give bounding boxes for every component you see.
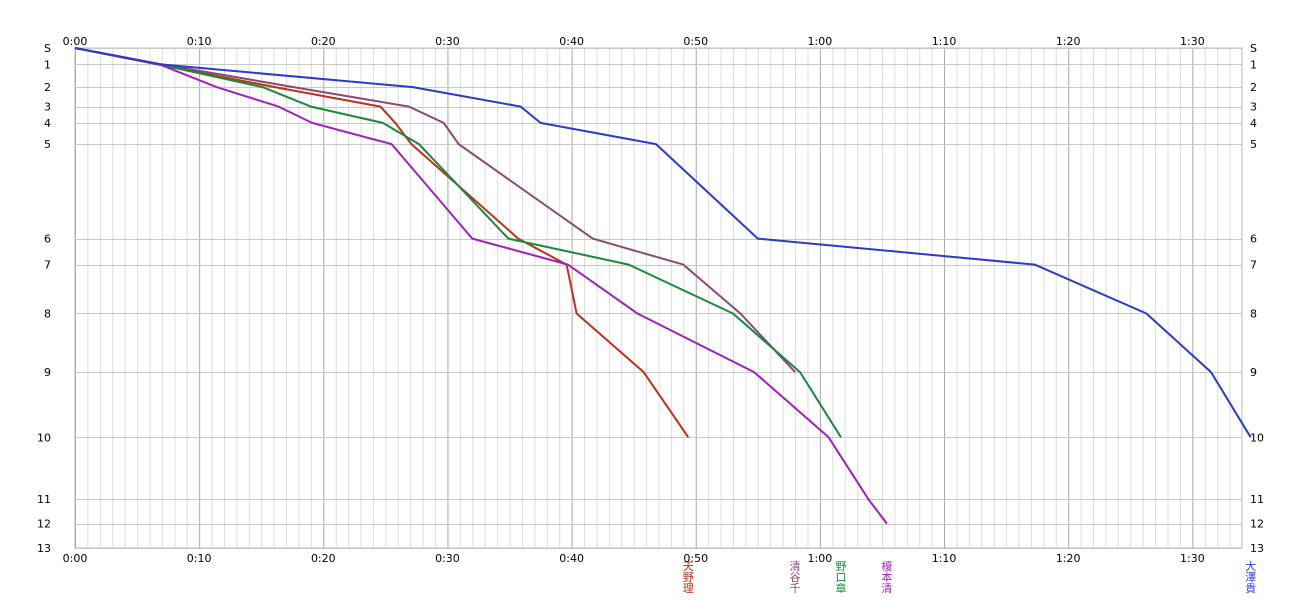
y-tick-label-left: 4: [44, 117, 51, 130]
x-tick-label-top: 1:20: [1056, 35, 1081, 48]
x-tick-label-bottom: 1:20: [1056, 552, 1081, 565]
series-labels: 天野理 清谷千 野口章 榎本清 大澤貴: [683, 559, 1256, 595]
x-tick-label-top: 1:30: [1180, 35, 1205, 48]
y-tick-label-right: 13: [1250, 542, 1264, 555]
x-tick-label-top: 0:10: [187, 35, 212, 48]
x-tick-label-top: 1:00: [808, 35, 833, 48]
series-line-1: [75, 48, 688, 437]
x-tick-label-top: 0:40: [559, 35, 584, 48]
x-tick-label-bottom: 0:40: [559, 552, 584, 565]
y-tick-label-left: 2: [44, 81, 51, 94]
series-label-2: 清谷千: [790, 560, 801, 595]
x-tick-label-bottom: 0:20: [311, 552, 336, 565]
x-tick-label-bottom: 1:30: [1180, 552, 1205, 565]
x-tick-label-bottom: 0:30: [435, 552, 460, 565]
y-tick-label-right: 7: [1250, 259, 1257, 272]
y-tick-label-right: S: [1250, 42, 1257, 55]
y-tick-label-right: 2: [1250, 81, 1257, 94]
x-tick-label-bottom: 0:10: [187, 552, 212, 565]
y-tick-label-right: 9: [1250, 366, 1257, 379]
x-tick-label-bottom: 1:10: [932, 552, 957, 565]
grid: [75, 48, 1243, 549]
y-tick-label-right: 3: [1250, 101, 1257, 114]
x-tick-label-bottom: 1:00: [808, 552, 833, 565]
y-tick-label-left: 7: [44, 259, 51, 272]
y-tick-label-right: 5: [1250, 138, 1257, 151]
y-tick-label-left: 10: [37, 431, 51, 444]
y-tick-label-right: 8: [1250, 307, 1257, 320]
y-tick-label-right: 11: [1250, 493, 1264, 506]
y-tick-label-right: 12: [1250, 518, 1264, 531]
axis-ticks: 0:00 0:00 0:10 0:10 0:20 0:20 0:30 0:30 0:40 0:40…: [37, 35, 1264, 565]
y-tick-label-left: S: [44, 42, 51, 55]
x-tick-label-top: 0:20: [311, 35, 336, 48]
y-tick-label-left: 12: [37, 518, 51, 531]
y-tick-label-right: 4: [1250, 117, 1257, 130]
y-tick-label-left: 11: [37, 493, 51, 506]
x-tick-label-top: 0:00: [63, 35, 88, 48]
y-tick-label-right: 6: [1250, 233, 1257, 246]
series-line-4: [75, 48, 887, 524]
y-tick-label-right: 1: [1250, 58, 1257, 71]
y-tick-label-left: 3: [44, 101, 51, 114]
y-tick-label-left: 5: [44, 138, 51, 151]
y-tick-label-left: 6: [44, 233, 51, 246]
series-label-1: 天野理: [683, 560, 694, 595]
series-line-5: [75, 48, 1251, 437]
y-tick-label-left: 13: [37, 542, 51, 555]
series-line-3: [75, 48, 841, 437]
x-tick-label-top: 0:50: [683, 35, 708, 48]
y-tick-label-left: 1: [44, 58, 51, 71]
x-tick-label-bottom: 0:00: [63, 552, 88, 565]
y-tick-label-left: 8: [44, 307, 51, 320]
x-tick-label-top: 0:30: [435, 35, 460, 48]
series-lines: [75, 48, 1251, 524]
y-tick-label-left: 9: [44, 366, 51, 379]
x-tick-label-top: 1:10: [932, 35, 957, 48]
series-label-3: 野口章: [835, 560, 846, 595]
series-label-5: 大澤貴: [1245, 559, 1256, 595]
series-label-4: 榎本清: [881, 559, 892, 595]
y-tick-label-right: 10: [1250, 431, 1264, 444]
